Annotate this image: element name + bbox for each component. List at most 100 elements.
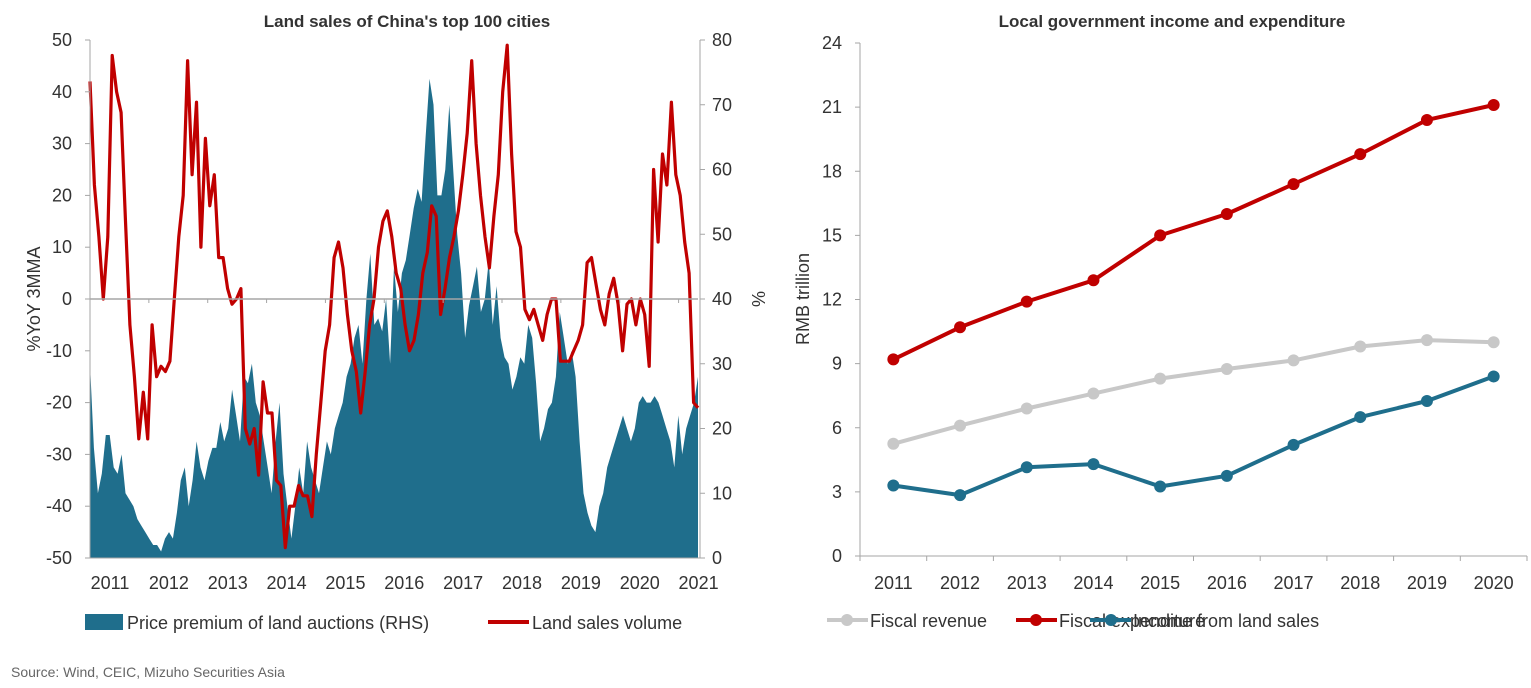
left-chart-axes: 50 40 30 20 10 0 -10 -20 -30 -40 -50 80 70 60 50 40 30 20… bbox=[46, 30, 732, 593]
x-tick-label: 2016 bbox=[384, 573, 424, 593]
local-government-chart: Local government income and expenditure … bbox=[793, 12, 1528, 631]
legend-label-land-sales: Land sales volume bbox=[532, 613, 682, 633]
right-y-tick-label: 80 bbox=[712, 30, 732, 50]
right-chart-x-tick-label: 2017 bbox=[1274, 573, 1314, 593]
legend-label-land-income: Income from land sales bbox=[1133, 611, 1319, 631]
fiscal-revenue-point bbox=[954, 419, 967, 432]
left-y-tick-label: 30 bbox=[52, 134, 72, 154]
fiscal-revenue-line bbox=[892, 338, 1494, 446]
land-sales-chart: Land sales of China's top 100 cities 50 4… bbox=[24, 12, 768, 633]
left-y-tick-label: -50 bbox=[46, 548, 72, 568]
land-income-point bbox=[887, 479, 900, 492]
right-chart-y-tick-label: 18 bbox=[822, 161, 842, 181]
fiscal-expenditure-point bbox=[1020, 295, 1033, 308]
right-chart-x-tick-label: 2020 bbox=[1474, 573, 1514, 593]
land-income-point bbox=[1487, 370, 1500, 383]
left-chart-title: Land sales of China's top 100 cities bbox=[264, 12, 551, 31]
legend-swatch-price-premium bbox=[85, 614, 123, 630]
x-tick-label: 2015 bbox=[325, 573, 365, 593]
left-y-tick-label: -30 bbox=[46, 444, 72, 464]
right-chart-axes: 24 21 18 15 12 9 6 3 0 2011 2012 2013 2014 2015 2016 20… bbox=[822, 33, 1528, 593]
right-chart-y-tick-label: 6 bbox=[832, 418, 842, 438]
land-income-point bbox=[1220, 469, 1233, 482]
legend-marker-fiscal-revenue bbox=[841, 614, 853, 626]
right-chart-x-tick-label: 2019 bbox=[1407, 573, 1447, 593]
land-income-point bbox=[1354, 411, 1367, 424]
x-tick-label: 2014 bbox=[267, 573, 307, 593]
right-chart-x-tick-label: 2012 bbox=[940, 573, 980, 593]
right-chart-y-axis-label: RMB trillion bbox=[793, 253, 813, 345]
right-y-tick-label: 40 bbox=[712, 289, 732, 309]
x-tick-label: 2021 bbox=[679, 573, 719, 593]
fiscal-revenue-point bbox=[1020, 402, 1033, 415]
right-y-tick-label: 60 bbox=[712, 160, 732, 180]
right-chart-x-tick-label: 2013 bbox=[1007, 573, 1047, 593]
price-premium-area bbox=[90, 78, 698, 559]
left-y-tick-label: 0 bbox=[62, 289, 72, 309]
fiscal-expenditure-point bbox=[1220, 208, 1233, 220]
fiscal-expenditure-point bbox=[1487, 98, 1500, 111]
fiscal-revenue-point bbox=[1220, 362, 1233, 375]
left-y-tick-label: 50 bbox=[52, 30, 72, 50]
right-y-tick-label: 10 bbox=[712, 483, 732, 503]
land-income-point bbox=[954, 489, 967, 502]
source-note: Source: Wind, CEIC, Mizuho Securities As… bbox=[11, 664, 285, 680]
right-chart-y-tick-label: 3 bbox=[832, 482, 842, 502]
legend-marker-fiscal-expenditure bbox=[1030, 614, 1042, 626]
right-y-tick-label: 50 bbox=[712, 224, 732, 244]
right-chart-y-tick-label: 21 bbox=[822, 97, 842, 117]
land-income-point bbox=[1087, 458, 1100, 471]
right-chart-y-tick-label: 12 bbox=[822, 290, 842, 310]
fiscal-expenditure-point bbox=[1087, 274, 1100, 287]
x-tick-label: 2011 bbox=[91, 573, 130, 593]
right-y-tick-label: 70 bbox=[712, 95, 732, 115]
right-y-tick-label: 30 bbox=[712, 354, 732, 374]
left-y-tick-label: 10 bbox=[52, 237, 72, 257]
left-y-tick-label: -40 bbox=[46, 496, 72, 516]
land-sales-line bbox=[88, 43, 700, 550]
fiscal-revenue-point bbox=[1487, 336, 1500, 349]
right-chart-x-tick-label: 2018 bbox=[1340, 573, 1380, 593]
fiscal-expenditure-series bbox=[887, 98, 1500, 366]
left-chart-legend: Price premium of land auctions (RHS) Lan… bbox=[85, 613, 682, 633]
fiscal-revenue-point bbox=[1154, 372, 1167, 385]
left-y-tick-label: -20 bbox=[46, 393, 72, 413]
land-income-line bbox=[893, 374, 1495, 498]
left-y-axis-label: %YoY 3MMA bbox=[24, 246, 44, 351]
fiscal-expenditure-point bbox=[1287, 178, 1300, 191]
fiscal-revenue-point bbox=[1354, 340, 1367, 353]
right-chart-y-tick-label: 15 bbox=[822, 225, 842, 245]
fiscal-revenue-series bbox=[887, 334, 1500, 450]
fiscal-expenditure-point bbox=[1354, 148, 1367, 161]
right-chart-series-layer bbox=[887, 98, 1500, 502]
fiscal-expenditure-point bbox=[1154, 229, 1167, 242]
right-chart-x-tick-label: 2011 bbox=[874, 573, 913, 593]
x-tick-label: 2017 bbox=[443, 573, 483, 593]
right-chart-x-tick-label: 2015 bbox=[1140, 573, 1180, 593]
fiscal-revenue-point bbox=[887, 437, 900, 450]
right-chart-title: Local government income and expenditure bbox=[999, 12, 1346, 31]
legend-label-fiscal-revenue: Fiscal revenue bbox=[870, 611, 987, 631]
right-chart-y-tick-label: 24 bbox=[822, 33, 842, 53]
fiscal-revenue-point bbox=[1420, 334, 1433, 347]
x-tick-label: 2019 bbox=[561, 573, 601, 593]
right-y-tick-label: 0 bbox=[712, 548, 722, 568]
x-tick-label: 2018 bbox=[502, 573, 542, 593]
right-chart-y-tick-label: 0 bbox=[832, 546, 842, 566]
land-income-point bbox=[1287, 438, 1300, 451]
fiscal-expenditure-point bbox=[954, 321, 967, 334]
fiscal-expenditure-point bbox=[1420, 113, 1433, 126]
x-tick-label: 2013 bbox=[208, 573, 248, 593]
land-income-series bbox=[887, 370, 1500, 502]
left-y-tick-label: -10 bbox=[46, 341, 72, 361]
right-chart-x-tick-label: 2016 bbox=[1207, 573, 1247, 593]
x-tick-label: 2020 bbox=[620, 573, 660, 593]
right-y-tick-label: 20 bbox=[712, 419, 732, 439]
right-chart-legend: Fiscal revenue Fiscal expenditure Income… bbox=[827, 611, 1319, 631]
land-sales-line-layer bbox=[88, 43, 700, 550]
right-chart-x-tick-label: 2014 bbox=[1073, 573, 1113, 593]
fiscal-expenditure-line bbox=[892, 103, 1495, 362]
fiscal-expenditure-point bbox=[887, 353, 900, 366]
land-income-point bbox=[1420, 395, 1433, 408]
